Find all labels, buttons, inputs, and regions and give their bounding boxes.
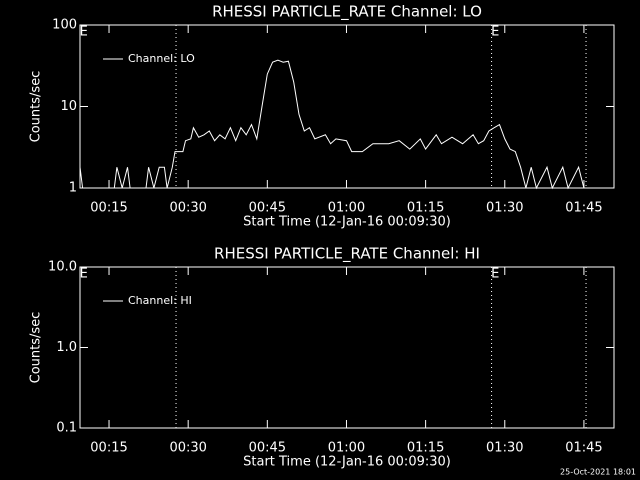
x-axis-label: Start Time (12-Jan-16 00:09:30) bbox=[243, 455, 451, 470]
series-line bbox=[79, 59, 585, 190]
y-tick-label: 1 bbox=[69, 181, 77, 196]
x-tick-label: 00:45 bbox=[249, 441, 286, 456]
event-marker: E bbox=[80, 267, 88, 282]
x-tick-label: 01:30 bbox=[486, 441, 523, 456]
legend-label: Channel: LO bbox=[128, 52, 195, 65]
x-tick-label: 00:30 bbox=[169, 441, 206, 456]
x-tick-label: 00:30 bbox=[169, 201, 206, 216]
y-tick-label: 1.0 bbox=[56, 340, 77, 355]
y-tick-label: 10 bbox=[60, 99, 77, 114]
x-tick-label: 01:30 bbox=[486, 201, 523, 216]
x-tick-label: 00:15 bbox=[90, 441, 127, 456]
event-marker: E bbox=[491, 267, 499, 282]
x-tick-label: 01:00 bbox=[328, 201, 365, 216]
chart-title: RHESSI PARTICLE_RATE Channel: LO bbox=[212, 3, 482, 22]
x-tick-label: 01:45 bbox=[565, 441, 602, 456]
event-marker: E bbox=[80, 25, 88, 40]
x-tick-label: 00:15 bbox=[90, 201, 127, 216]
plot-frame bbox=[79, 266, 615, 429]
y-axis-label: Counts/sec bbox=[29, 71, 44, 143]
y-tick-label: 10.0 bbox=[48, 260, 77, 275]
event-marker: E bbox=[491, 25, 499, 40]
chart-title: RHESSI PARTICLE_RATE Channel: HI bbox=[214, 245, 480, 264]
x-tick-label: 01:45 bbox=[565, 201, 602, 216]
x-axis-label: Start Time (12-Jan-16 00:09:30) bbox=[243, 215, 451, 230]
timestamp: 25-Oct-2021 18:01 bbox=[560, 468, 636, 477]
x-tick-label: 01:15 bbox=[407, 201, 444, 216]
x-tick-label: 00:45 bbox=[249, 201, 286, 216]
x-tick-label: 01:00 bbox=[328, 441, 365, 456]
y-tick-label: 0.1 bbox=[56, 421, 77, 436]
plot-frame bbox=[79, 24, 615, 189]
legend-label: Channel: HI bbox=[128, 294, 192, 307]
y-axis-label: Counts/sec bbox=[29, 312, 44, 384]
x-tick-label: 01:15 bbox=[407, 441, 444, 456]
y-tick-label: 100 bbox=[52, 18, 77, 33]
